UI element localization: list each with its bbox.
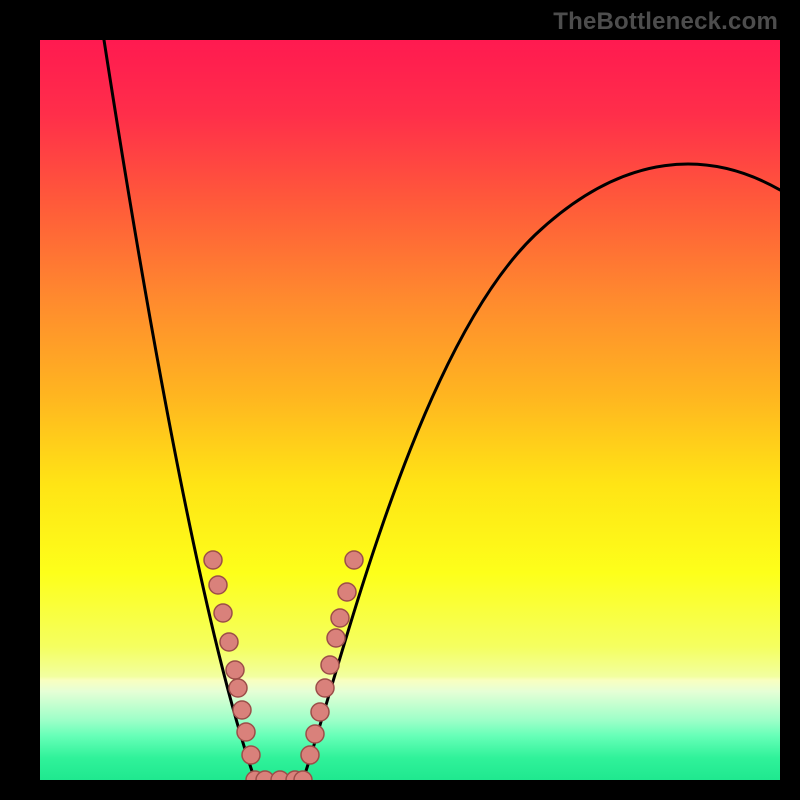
data-dot xyxy=(327,629,345,647)
data-dot xyxy=(229,679,247,697)
data-dot xyxy=(237,723,255,741)
data-dot xyxy=(242,746,260,764)
data-dot xyxy=(345,551,363,569)
data-dot xyxy=(226,661,244,679)
gradient-background xyxy=(40,40,780,780)
data-dot xyxy=(209,576,227,594)
plot-svg xyxy=(40,40,780,780)
data-dot xyxy=(316,679,334,697)
data-dot xyxy=(338,583,356,601)
data-dot xyxy=(220,633,238,651)
data-dot xyxy=(311,703,329,721)
data-dot xyxy=(214,604,232,622)
data-dot xyxy=(306,725,324,743)
data-dot xyxy=(301,746,319,764)
data-dot xyxy=(321,656,339,674)
black-frame: TheBottleneck.com xyxy=(0,0,800,800)
data-dot xyxy=(204,551,222,569)
plot-area xyxy=(40,40,780,780)
watermark-text: TheBottleneck.com xyxy=(553,8,778,36)
data-dot xyxy=(331,609,349,627)
data-dot xyxy=(233,701,251,719)
